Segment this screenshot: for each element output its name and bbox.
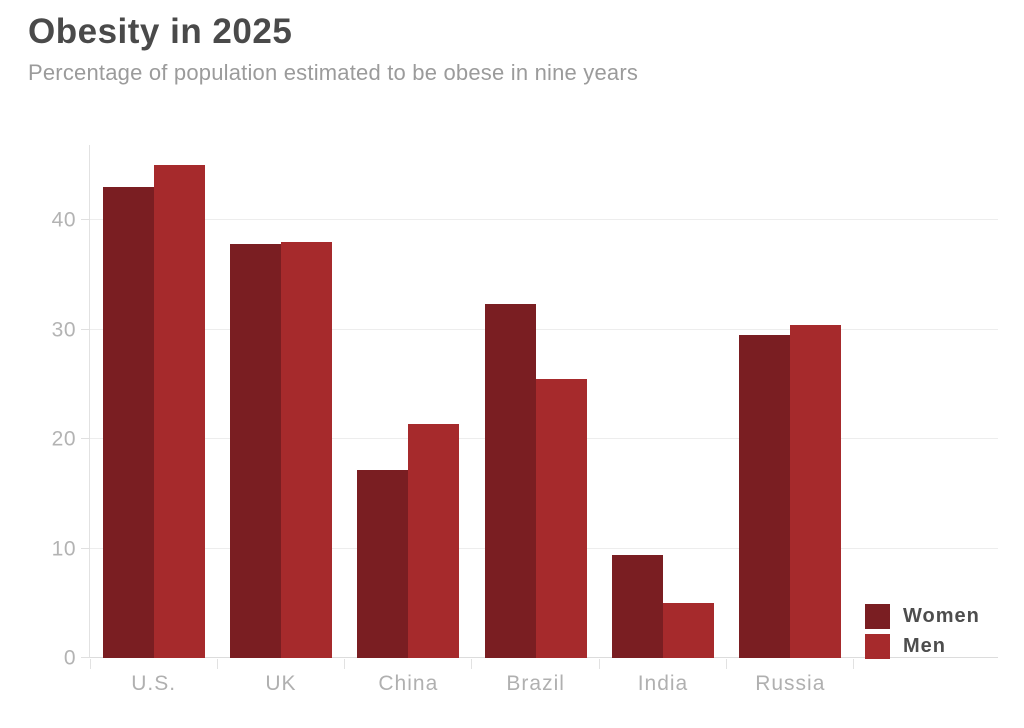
bar-women-brazil[interactable] [484, 304, 536, 658]
legend-label-women: Women [903, 605, 980, 627]
y-tick-10 [81, 547, 90, 549]
legend: Women Men [865, 604, 980, 664]
bar-group-uk [217, 145, 344, 658]
x-tick-1 [216, 659, 218, 669]
bar-women-uk[interactable] [230, 244, 282, 658]
bar-women-russia[interactable] [739, 334, 791, 658]
legend-swatch-women [865, 604, 890, 629]
bar-men-us[interactable] [153, 165, 205, 658]
x-tick-4 [598, 659, 600, 669]
x-tick-0 [89, 659, 91, 669]
plot-area: 0 10 20 30 40 U.S. UK China Brazil India Russia [52, 145, 998, 695]
bar-men-india[interactable] [663, 603, 714, 658]
y-axis-label-10: 10 [51, 537, 76, 561]
x-tick-5 [726, 659, 728, 669]
y-axis-label-20: 20 [51, 427, 76, 451]
legend-label-men: Men [903, 635, 946, 657]
bar-group-china [345, 145, 472, 658]
chart-subtitle: Percentage of population estimated to be… [28, 60, 639, 85]
bar-group-russia [727, 145, 854, 658]
x-tick-2 [344, 659, 346, 669]
bar-women-china[interactable] [357, 469, 409, 658]
y-axis-label-40: 40 [51, 208, 76, 232]
x-axis-label-uk: UK [265, 672, 297, 695]
bar-women-india[interactable] [612, 555, 663, 658]
legend-item-men[interactable]: Men [865, 634, 980, 659]
x-axis-label-us: U.S. [131, 672, 177, 695]
chart-title: Obesity in 2025 [28, 12, 293, 51]
bar-group-brazil [472, 145, 599, 658]
bar-men-russia[interactable] [790, 325, 842, 658]
x-axis-label-brazil: Brazil [506, 672, 565, 695]
bar-women-us[interactable] [102, 187, 154, 658]
bar-men-brazil[interactable] [535, 378, 587, 658]
y-tick-40 [81, 219, 90, 221]
y-axis-label-0: 0 [63, 646, 76, 670]
x-axis-label-india: India [637, 672, 689, 695]
y-tick-30 [81, 328, 90, 330]
gridline-30 [90, 328, 998, 330]
y-axis-label-30: 30 [51, 318, 76, 342]
gridline-40 [90, 219, 998, 221]
bar-men-uk[interactable] [281, 241, 333, 658]
bar-men-china[interactable] [408, 423, 460, 658]
bar-group-us [90, 145, 217, 658]
x-axis-label-russia: Russia [755, 672, 826, 695]
y-tick-20 [81, 438, 90, 440]
y-tick-0 [81, 657, 90, 658]
x-tick-3 [471, 659, 473, 669]
legend-swatch-men [865, 634, 890, 659]
x-tick-6 [853, 659, 855, 669]
bar-group-india [599, 145, 726, 658]
legend-item-women[interactable]: Women [865, 604, 980, 629]
x-axis-label-china: China [378, 672, 439, 695]
